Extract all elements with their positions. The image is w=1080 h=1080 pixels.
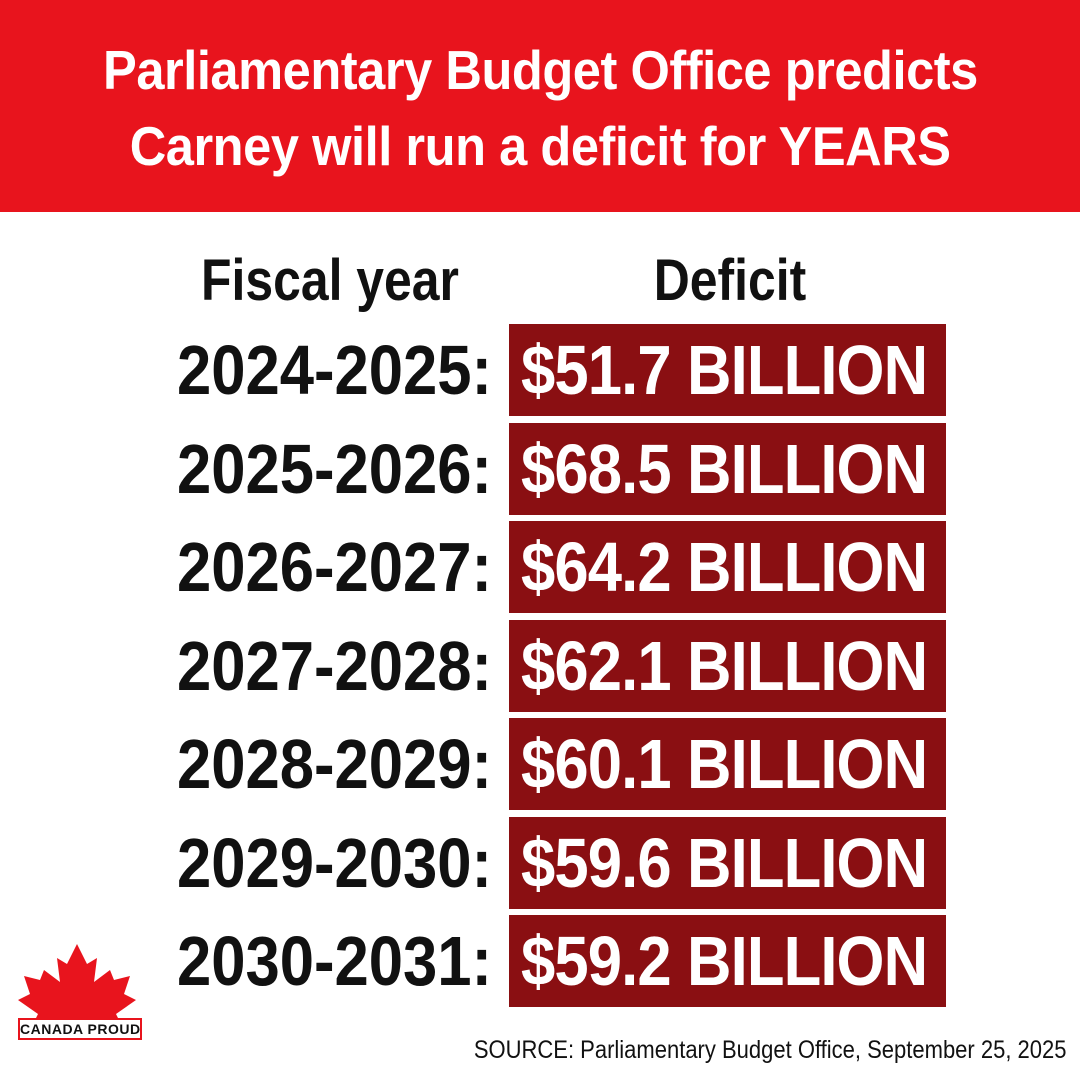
fiscal-year-label: 2029-2030: — [176, 823, 492, 902]
fiscal-year-label: 2024-2025: — [176, 331, 492, 409]
headline-banner: Parliamentary Budget Office predicts Car… — [0, 0, 1080, 212]
deficit-value-box: $60.1 BILLION — [509, 718, 946, 810]
deficit-value-box: $62.1 BILLION — [509, 619, 946, 712]
deficit-value: $62.1 BILLION — [521, 626, 928, 705]
source-caption: SOURCE: Parliamentary Budget Office, Sep… — [473, 1036, 1066, 1064]
table-row: 2024-2025: $51.7 BILLION — [0, 324, 1080, 423]
table-row: 2029-2030: $59.6 BILLION — [0, 816, 1080, 916]
deficit-value-box: $51.7 BILLION — [509, 324, 946, 416]
column-header-deficit: Deficit — [653, 248, 807, 313]
deficit-value-box: $59.2 BILLION — [509, 915, 946, 1007]
deficit-value-box: $64.2 BILLION — [509, 521, 946, 613]
column-header-fiscal-year: Fiscal year — [201, 248, 459, 313]
deficit-value: $64.2 BILLION — [521, 528, 928, 606]
fiscal-year-label: 2030-2031: — [176, 922, 492, 1000]
table-row: 2030-2031: $59.2 BILLION — [0, 915, 1080, 1014]
deficit-value: $59.6 BILLION — [521, 823, 928, 902]
fiscal-year-label: 2028-2029: — [176, 725, 492, 803]
deficit-value: $59.2 BILLION — [521, 922, 928, 1000]
table-row: 2028-2029: $60.1 BILLION — [0, 718, 1080, 817]
table-row: 2027-2028: $62.1 BILLION — [0, 619, 1080, 719]
deficit-value: $68.5 BILLION — [521, 429, 928, 508]
table-row: 2026-2027: $64.2 BILLION — [0, 521, 1080, 620]
canada-proud-logo-text: CANADA PROUD — [18, 1018, 142, 1040]
table-row: 2025-2026: $68.5 BILLION — [0, 422, 1080, 522]
fiscal-year-label: 2026-2027: — [176, 528, 492, 606]
headline-line-2: Carney will run a deficit for YEARS — [129, 115, 951, 177]
maple-leaf-icon — [18, 944, 136, 1040]
deficit-value-box: $59.6 BILLION — [509, 816, 946, 909]
deficit-value: $60.1 BILLION — [521, 725, 928, 803]
deficit-table: 2024-2025: $51.7 BILLION 2025-2026: $68.5 B… — [0, 324, 1080, 1014]
fiscal-year-label: 2027-2028: — [176, 626, 492, 705]
deficit-value-box: $68.5 BILLION — [509, 422, 946, 515]
fiscal-year-label: 2025-2026: — [176, 429, 492, 508]
headline-line-1: Parliamentary Budget Office predicts — [102, 39, 978, 101]
deficit-value: $51.7 BILLION — [521, 331, 928, 409]
